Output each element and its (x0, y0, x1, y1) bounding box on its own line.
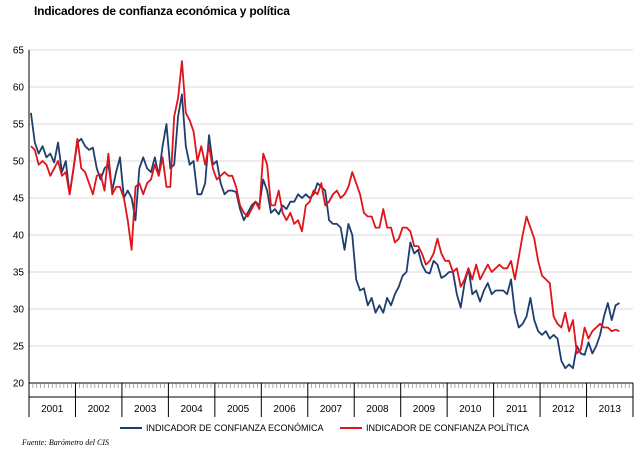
x-tick-label-year: 2006 (273, 404, 296, 415)
legend-item-economica: INDICADOR DE CONFIANZA ECONÓMICA (120, 423, 324, 433)
y-tick-label: 35 (13, 268, 25, 279)
y-tick-label: 30 (13, 305, 25, 316)
y-tick-label: 40 (13, 231, 25, 242)
legend-item-politica: INDICADOR DE CONFIANZA POLÍTICA (340, 423, 529, 433)
x-tick-label-year: 2009 (413, 404, 436, 415)
x-tick-label-year: 2005 (227, 404, 250, 415)
legend-swatch-economica (120, 427, 142, 429)
y-tick-label: 20 (13, 379, 25, 390)
x-tick-label-year: 2012 (552, 404, 575, 415)
x-tick-label-year: 2002 (88, 404, 111, 415)
series-line-economica (30, 93, 620, 370)
y-tick-label: 60 (13, 83, 25, 94)
x-tick-label-year: 2003 (134, 404, 157, 415)
x-tick-label-year: 2013 (599, 404, 622, 415)
y-tick-label: 45 (13, 194, 25, 205)
series-line-politica (30, 60, 620, 355)
x-tick-label-year: 2004 (180, 404, 203, 415)
y-tick-label: 55 (13, 120, 25, 131)
legend-label-economica: INDICADOR DE CONFIANZA ECONÓMICA (146, 423, 324, 433)
y-tick-label: 25 (13, 342, 25, 353)
y-tick-label: 50 (13, 157, 25, 168)
legend-label-politica: INDICADOR DE CONFIANZA POLÍTICA (366, 423, 530, 433)
chart-title: Indicadores de confianza económica y pol… (34, 4, 290, 18)
x-tick-label-year: 2001 (41, 404, 64, 415)
legend-swatch-politica (340, 427, 362, 429)
x-tick-label-year: 2010 (459, 404, 482, 415)
x-tick-label-year: 2008 (366, 404, 389, 415)
x-tick-label-year: 2007 (320, 404, 343, 415)
source-note: Fuente: Barómetro del CIS (22, 438, 110, 447)
y-tick-label: 65 (13, 46, 25, 57)
x-tick-label-year: 2011 (506, 404, 528, 415)
